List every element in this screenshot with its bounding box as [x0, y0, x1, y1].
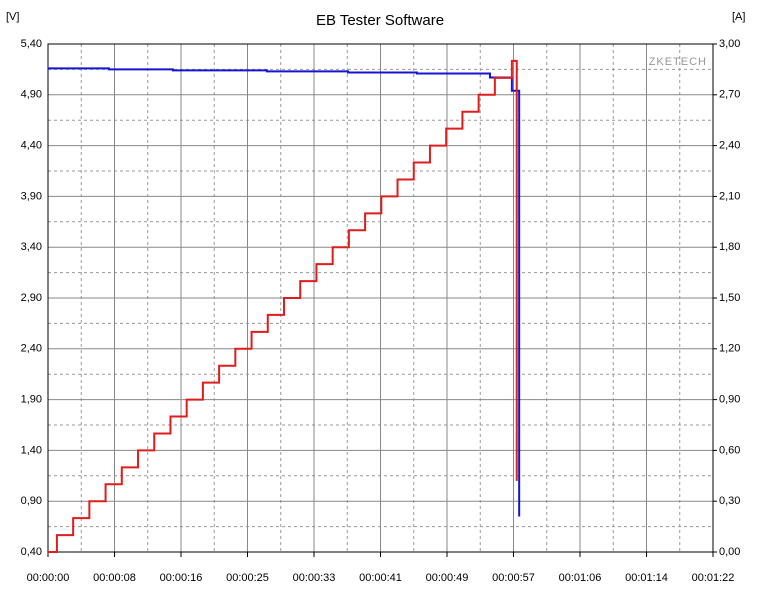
y-axis-label: [V] [6, 11, 19, 23]
y-tick-label: 1,40 [21, 444, 42, 456]
y-tick-label: 2,90 [21, 292, 42, 304]
y-tick-label: 0,90 [21, 495, 42, 507]
x-tick-label: 00:00:25 [226, 572, 269, 584]
x-tick-label: 00:00:08 [93, 572, 136, 584]
y-tick-label: 2,40 [21, 343, 42, 355]
series-line [48, 59, 518, 553]
x-tick-label: 00:00:49 [426, 572, 469, 584]
x-tick-label: 00:01:14 [625, 572, 668, 584]
y2-tick-label: 1,80 [719, 241, 740, 253]
y2-tick-label: 0,60 [719, 444, 740, 456]
y-tick-label: 3,90 [21, 190, 42, 202]
x-tick-label: 00:00:00 [27, 572, 70, 584]
y2-tick-label: 0,90 [719, 394, 740, 406]
x-tick-label: 00:01:22 [692, 572, 735, 584]
y2-tick-label: 3,00 [719, 38, 740, 50]
x-tick-label: 00:01:06 [559, 572, 602, 584]
y-tick-label: 5,40 [21, 38, 42, 50]
y-tick-label: 4,90 [21, 89, 42, 101]
y-tick-label: 3,40 [21, 241, 42, 253]
y-tick-label: 1,90 [21, 394, 42, 406]
x-tick-label: 00:00:16 [160, 572, 203, 584]
x-tick-label: 00:00:33 [293, 572, 336, 584]
watermark: ZKETECH [649, 56, 707, 68]
y-tick-label: 0,40 [21, 546, 42, 558]
y2-tick-label: 1,20 [719, 343, 740, 355]
y2-tick-label: 2,10 [719, 190, 740, 202]
y2-axis-label: [A] [732, 11, 745, 23]
y-tick-label: 4,40 [21, 140, 42, 152]
series-line [48, 67, 521, 517]
x-tick-label: 00:00:57 [492, 572, 535, 584]
x-tick-label: 00:00:41 [359, 572, 402, 584]
y2-tick-label: 0,30 [719, 495, 740, 507]
y2-tick-label: 0,00 [719, 546, 740, 558]
y2-tick-label: 2,40 [719, 140, 740, 152]
y2-tick-label: 2,70 [719, 89, 740, 101]
y2-tick-label: 1,50 [719, 292, 740, 304]
plot-frame [47, 43, 714, 553]
chart-title: EB Tester Software [316, 12, 444, 29]
